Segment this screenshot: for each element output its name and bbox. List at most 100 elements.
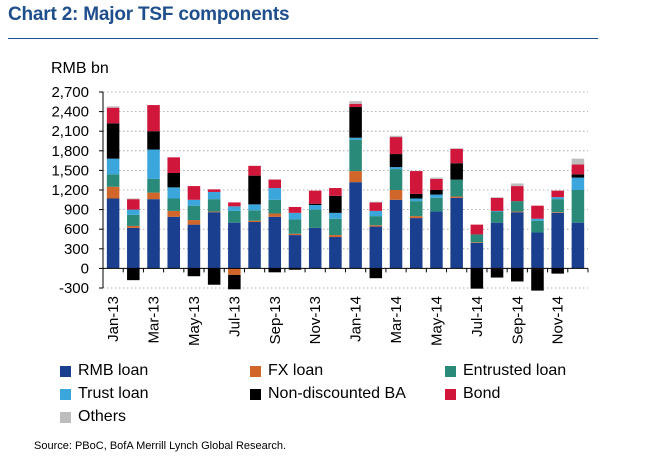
bar-segment-bond [349, 103, 362, 108]
legend-label: FX loan [268, 362, 324, 379]
legend-swatch [250, 365, 261, 377]
bar-segment-others [127, 198, 140, 200]
y-tick-label: 1,500 [51, 162, 89, 179]
x-tick-label: May-13 [186, 296, 203, 346]
bar-segment-trust-loan [329, 212, 342, 219]
legend-label: RMB loan [78, 362, 149, 379]
bar-segment-others [511, 183, 524, 187]
bar-segment-entrusted-loan [490, 211, 504, 223]
bar-segment-fx-loan [147, 192, 160, 200]
bar-segment-trust-loan [369, 210, 383, 217]
legend-item-non-discounted-ba: Non-discounted BA [250, 385, 406, 403]
bar-segment-others [490, 197, 504, 198]
bar-segment-bond [369, 202, 383, 211]
y-tick-label: -300 [59, 280, 89, 297]
bar-segment-trust-loan [248, 204, 261, 211]
legend-swatch [445, 388, 456, 400]
bar-segment-entrusted-loan [389, 169, 403, 190]
bar-segment-trust-loan [147, 149, 160, 179]
bar-segment-bond [268, 179, 282, 189]
bar-segment-entrusted-loan [531, 220, 544, 233]
bar-segment-trust-loan [349, 137, 362, 140]
chart-title: Chart 2: Major TSF components [8, 4, 290, 25]
x-tick-label: Nov-14 [550, 296, 567, 344]
bar-segment-non-discounted-ba [551, 268, 564, 274]
bar-segment-bond [106, 107, 120, 124]
bar-segment-fx-loan [288, 233, 302, 236]
legend-item-others: Others [60, 408, 126, 426]
legend-swatch [250, 388, 261, 400]
bar-segment-non-discounted-ba [248, 175, 261, 205]
bar-segment-others [369, 201, 383, 203]
bar-segment-bond [187, 186, 201, 200]
y-tick-label: 600 [64, 221, 89, 238]
bar-segment-bond [288, 206, 302, 213]
bar-segment-non-discounted-ba [167, 173, 180, 188]
x-tick-label: Jan-14 [348, 296, 365, 342]
bar-segment-non-discounted-ba [228, 274, 241, 290]
bar-segment-bond [571, 164, 585, 175]
bar-segment-fx-loan [127, 225, 140, 228]
bar-segment-rmb-loan [308, 227, 322, 269]
bar-segment-others [450, 148, 463, 149]
bar-segment-trust-loan [127, 209, 140, 215]
bar-segment-non-discounted-ba [450, 163, 463, 180]
bar-segment-non-discounted-ba [389, 154, 403, 168]
bar-segment-entrusted-loan [207, 199, 221, 212]
bar-segment-fx-loan [470, 242, 484, 243]
bar-segment-fx-loan [450, 196, 463, 198]
bar-segment-rmb-loan [147, 199, 160, 269]
bar-segment-bond [531, 205, 544, 219]
bar-segment-rmb-loan [511, 212, 524, 269]
bar-segment-fx-loan [369, 225, 383, 227]
bar-segment-bond [248, 165, 261, 176]
legend-item-entrusted-loan: Entrusted loan [445, 362, 566, 380]
bar-segment-fx-loan [409, 216, 423, 219]
bar-segment-rmb-loan [389, 199, 403, 269]
bar-segment-trust-loan [551, 197, 564, 200]
bar-segment-others [106, 106, 120, 108]
bar-segment-rmb-loan [571, 222, 585, 269]
legend-swatch [60, 365, 71, 377]
bar-segment-rmb-loan [106, 198, 120, 269]
bar-segment-rmb-loan [288, 235, 302, 269]
x-tick-label: Jul-13 [226, 296, 243, 337]
bar-segment-trust-loan [268, 188, 282, 200]
bar-segment-rmb-loan [329, 237, 342, 269]
bar-segment-rmb-loan [248, 222, 261, 269]
bar-segment-fx-loan [389, 190, 403, 200]
bar-segment-non-discounted-ba [127, 268, 140, 281]
x-tick-label: Mar-13 [146, 296, 163, 344]
bar-segment-rmb-loan [349, 182, 362, 269]
bar-segment-fx-loan [349, 171, 362, 183]
bar-segment-entrusted-loan [470, 234, 484, 243]
bar-segment-rmb-loan [470, 242, 484, 269]
bar-segment-entrusted-loan [308, 209, 322, 228]
bar-segment-entrusted-loan [329, 218, 342, 236]
bar-segment-others [430, 177, 443, 179]
title-divider [8, 38, 598, 39]
bar-segment-non-discounted-ba [531, 269, 544, 291]
y-tick-label: 900 [64, 202, 89, 219]
legend-item-trust-loan: Trust loan [60, 385, 149, 403]
bar-segment-bond [329, 188, 342, 196]
bar-segment-entrusted-loan [450, 179, 463, 197]
bar-segment-entrusted-loan [248, 210, 261, 221]
bar-segment-bond [450, 148, 463, 164]
bar-segment-rmb-loan [167, 216, 180, 269]
bar-segment-fx-loan [106, 186, 120, 199]
bar-segment-fx-loan [511, 211, 524, 213]
bar-segment-entrusted-loan [369, 216, 383, 226]
bar-segment-trust-loan [187, 199, 201, 206]
bar-segment-fx-loan [551, 212, 564, 213]
bar-segment-rmb-loan [228, 222, 241, 269]
legend-item-fx-loan: FX loan [250, 362, 323, 380]
bar-segment-rmb-loan [490, 222, 504, 269]
bar-segment-entrusted-loan [409, 201, 423, 217]
bar-segment-fx-loan [167, 210, 180, 217]
bar-segment-bond [409, 171, 423, 194]
bar-segment-trust-loan [531, 218, 544, 221]
bar-segment-non-discounted-ba [207, 268, 221, 285]
legend-item-rmb-loan: RMB loan [60, 362, 148, 380]
bar-segment-bond [470, 224, 484, 235]
